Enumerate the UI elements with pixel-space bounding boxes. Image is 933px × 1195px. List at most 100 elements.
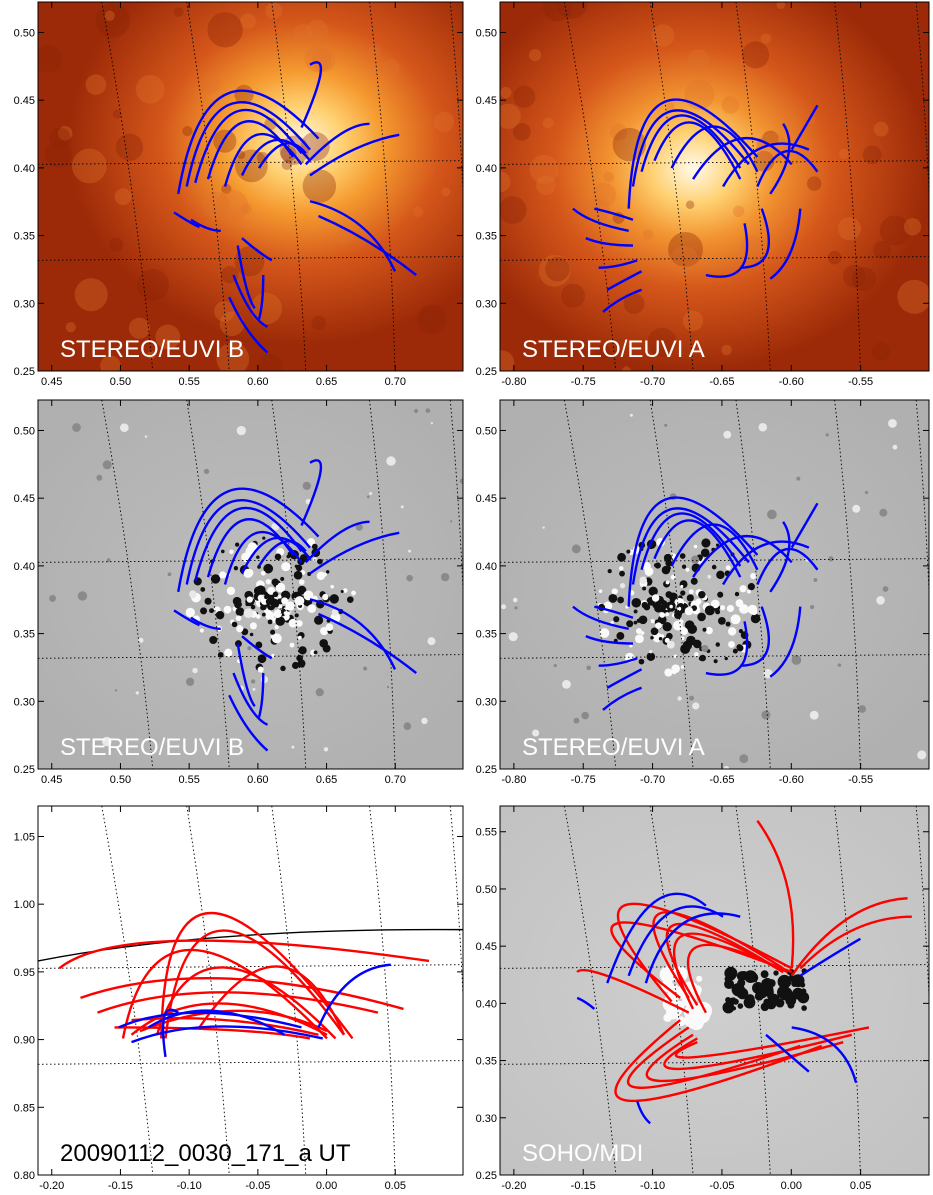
texture — [280, 576, 285, 582]
loop — [317, 963, 391, 1028]
texture — [315, 688, 324, 697]
texture — [747, 604, 758, 615]
loop — [576, 996, 596, 1010]
texture — [223, 605, 232, 614]
grid-line — [369, 2, 396, 371]
x-tick-label: 0.05 — [850, 1180, 871, 1192]
loop — [627, 98, 759, 209]
grid-line — [834, 2, 861, 371]
texture — [77, 591, 88, 601]
y-tick-label: 1.00 — [14, 899, 35, 911]
texture — [679, 553, 686, 559]
texture — [698, 590, 706, 599]
texture — [234, 542, 240, 547]
texture — [167, 572, 172, 577]
texture — [864, 490, 869, 495]
x-tick-label: -0.75 — [571, 376, 596, 388]
texture — [513, 122, 531, 141]
texture — [102, 736, 112, 747]
texture — [260, 570, 266, 576]
texture — [879, 215, 910, 246]
texture — [202, 191, 230, 219]
loop — [194, 108, 303, 184]
grid-line — [369, 400, 396, 769]
texture — [252, 687, 256, 691]
texture — [271, 653, 275, 658]
texture — [265, 610, 275, 620]
x-tick-label: -0.55 — [848, 774, 873, 786]
texture — [730, 614, 741, 625]
texture — [246, 569, 254, 577]
texture — [408, 549, 412, 553]
y-tick-label: 0.50 — [476, 425, 497, 437]
texture — [651, 594, 660, 602]
panel-soho-mdi — [500, 806, 929, 1175]
loop — [663, 1033, 853, 1071]
texture — [200, 607, 208, 615]
texture — [837, 217, 861, 241]
texture — [209, 608, 215, 614]
texture — [595, 344, 611, 360]
loop — [572, 605, 629, 630]
texture — [236, 625, 244, 633]
texture — [299, 579, 305, 585]
texture — [229, 549, 234, 555]
panel-model-side — [38, 806, 463, 1175]
loop — [300, 459, 323, 526]
texture — [294, 596, 305, 606]
loop — [177, 89, 320, 195]
texture — [542, 526, 545, 529]
texture — [204, 597, 212, 605]
negative-polarity — [760, 1002, 770, 1012]
texture — [619, 570, 625, 577]
texture — [199, 628, 204, 633]
texture — [626, 549, 631, 554]
texture — [598, 589, 603, 593]
texture — [313, 557, 317, 562]
negative-polarity — [801, 1005, 807, 1011]
texture — [293, 570, 303, 580]
y-tick-label: 0.45 — [476, 95, 497, 107]
texture — [275, 582, 286, 593]
texture — [756, 132, 788, 165]
axis-ticks: -0.20 -0.15 -0.10 -0.05 0.00 0.05 0.80 0.85 0.90… — [14, 806, 463, 1192]
loop — [139, 1009, 328, 1033]
loop — [161, 1008, 179, 1058]
texture — [739, 754, 749, 764]
texture — [609, 123, 627, 141]
negative-polarity — [737, 1003, 744, 1009]
texture — [270, 629, 276, 635]
texture — [296, 620, 303, 627]
texture — [532, 729, 540, 737]
x-tick-label: -0.80 — [501, 774, 526, 786]
loop — [790, 502, 819, 549]
texture — [617, 596, 625, 604]
grid-line — [38, 1060, 463, 1065]
texture — [809, 710, 819, 720]
texture — [235, 607, 245, 617]
texture — [670, 598, 675, 603]
texture — [739, 585, 747, 593]
texture — [667, 566, 671, 570]
y-tick-label: 0.30 — [14, 696, 35, 708]
texture — [135, 74, 165, 104]
texture — [500, 103, 521, 129]
texture — [553, 663, 557, 668]
magnetogram — [500, 806, 929, 1175]
texture — [298, 646, 307, 655]
loop — [670, 523, 759, 571]
texture — [724, 656, 728, 661]
loop — [790, 897, 908, 977]
texture — [136, 268, 169, 301]
texture — [501, 604, 507, 610]
texture — [586, 665, 592, 671]
loop — [645, 1033, 844, 1083]
y-tick-label: 0.25 — [476, 764, 497, 776]
texture — [536, 175, 556, 196]
texture — [616, 632, 625, 640]
x-tick-label: 0.65 — [316, 376, 337, 388]
texture — [634, 634, 644, 644]
texture — [806, 176, 822, 191]
grid-line — [38, 160, 463, 165]
